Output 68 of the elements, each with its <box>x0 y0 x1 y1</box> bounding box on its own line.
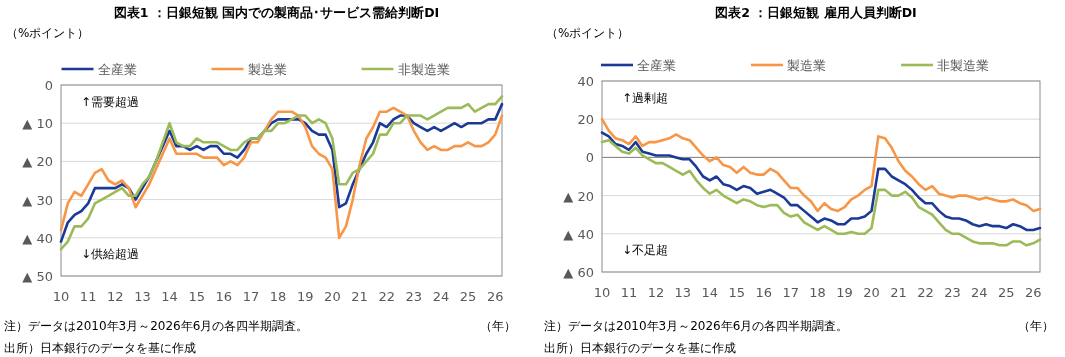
x-tick-label: 26 <box>486 289 504 304</box>
x-tick-label: 12 <box>647 285 665 300</box>
y-tick-label: ▲ 20 <box>563 188 594 204</box>
text: 出所）日本銀行のデータを基に作成 <box>4 341 196 355</box>
x-tick-label: 14 <box>161 289 178 304</box>
x-tick-label: 15 <box>728 285 746 300</box>
x-tick-label: 19 <box>296 289 314 304</box>
x-tick-label: 24 <box>971 285 988 300</box>
annotation: ↓不足超 <box>622 243 669 257</box>
x-tick-label: 18 <box>809 285 826 300</box>
x-tick-label: 14 <box>701 285 719 300</box>
text: 注）データは2010年3月～2026年6月の各四半期調査。 <box>4 319 309 333</box>
x-tick-label: 21 <box>890 285 907 300</box>
x-tick-label: 17 <box>782 285 799 300</box>
x-tick-label: 10 <box>52 289 70 304</box>
legend-label: 全産業 <box>637 58 676 73</box>
x-tick-label: 11 <box>620 285 638 300</box>
legend-label: 非製造業 <box>937 58 989 73</box>
y-tick-label: 20 <box>577 112 594 128</box>
y-tick-label: ▲ 60 <box>563 265 594 280</box>
x-tick-label: 25 <box>459 289 477 304</box>
line-series <box>600 131 1042 232</box>
x-tick-label: 22 <box>917 285 934 300</box>
x-tick-label: 10 <box>593 285 611 300</box>
y-tick-label: ▲ 50 <box>22 269 53 284</box>
y-tick-label: ▲ 20 <box>22 154 53 170</box>
x-tick-label: 23 <box>944 285 961 300</box>
legend-label: 製造業 <box>787 58 826 73</box>
x-tick-label: 26 <box>1024 285 1042 300</box>
y-tick-label: ▲ 10 <box>22 116 53 132</box>
x-tick-label: 13 <box>134 289 151 304</box>
x-tick-label: 16 <box>755 285 772 300</box>
x-tick-label: 23 <box>405 289 423 304</box>
x-axis-title: （年） <box>480 319 516 333</box>
line-series <box>600 117 1042 213</box>
y-tick-label: 0 <box>44 78 53 93</box>
y-tick-label: 0 <box>585 150 594 166</box>
legend-label: 製造業 <box>247 62 287 77</box>
text: 注）データは2010年3月～2026年6月の各四半期調査。 <box>544 319 849 333</box>
x-tick-label: 12 <box>107 289 124 304</box>
y-tick-label: ▲ 40 <box>22 230 53 246</box>
y-axis-title: （%ポイント） <box>546 26 630 40</box>
legend-label: 全産業 <box>97 62 137 77</box>
legend-label: 非製造業 <box>397 62 450 77</box>
annotation: ↑需要超過 <box>81 95 140 109</box>
x-tick-label: 13 <box>674 285 692 300</box>
y-tick-label: 40 <box>577 74 594 89</box>
x-tick-label: 25 <box>998 285 1015 300</box>
y-tick-label: ▲ 30 <box>22 192 53 208</box>
chart-title: 図表1 ：日銀短観 国内での製商品･サービス需給判断DI <box>113 5 440 20</box>
x-tick-label: 19 <box>836 285 853 300</box>
x-axis-title: （年） <box>1018 319 1054 333</box>
x-tick-label: 15 <box>188 289 205 304</box>
x-tick-label: 21 <box>351 289 368 304</box>
x-tick-label: 18 <box>269 289 287 304</box>
chart-title: 図表2 ：日銀短観 雇用人員判断DI <box>715 5 917 20</box>
annotation: ↓供給超過 <box>81 247 140 261</box>
x-tick-label: 22 <box>378 289 395 304</box>
y-axis-title: （%ポイント） <box>6 26 90 40</box>
x-tick-label: 16 <box>215 289 233 304</box>
text: 出所）日本銀行のデータを基に作成 <box>544 341 736 355</box>
x-tick-label: 17 <box>242 289 260 304</box>
annotation: ↑過剰超 <box>622 91 669 105</box>
y-tick-label: ▲ 40 <box>563 226 594 242</box>
x-tick-label: 24 <box>432 289 450 304</box>
x-tick-label: 11 <box>79 289 97 304</box>
x-tick-label: 20 <box>863 285 880 300</box>
x-tick-label: 20 <box>324 289 341 304</box>
